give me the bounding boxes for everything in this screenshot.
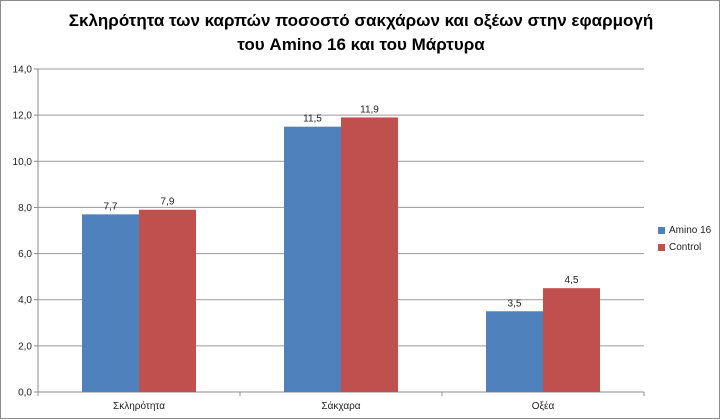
legend-item-amino: Amino 16	[658, 222, 711, 239]
y-tick-label: 10,0	[13, 157, 33, 168]
y-tick-label: 14,0	[13, 65, 33, 76]
data-label: 4,5	[565, 275, 579, 286]
legend-swatch-control	[658, 244, 665, 251]
chart-legend: Amino 16 Control	[658, 222, 711, 256]
chart-title-line-2: του Amino 16 και του Μάρτυρα	[237, 35, 485, 54]
y-tick-label: 12,0	[13, 111, 33, 122]
bar	[82, 214, 139, 392]
chart-title-line-1: Σκληρότητα των καρπών ποσοστό σακχάρων κ…	[68, 11, 654, 30]
x-tick-label: Σάκχαρα	[321, 400, 360, 412]
data-label: 7,9	[161, 197, 175, 208]
legend-item-control: Control	[658, 239, 711, 256]
legend-swatch-amino	[658, 227, 665, 234]
data-label: 7,7	[104, 201, 118, 212]
bar	[284, 126, 341, 392]
y-tick-label: 6,0	[18, 249, 32, 260]
legend-label-amino: Amino 16	[669, 225, 712, 236]
bar	[486, 311, 543, 392]
chart-title: Σκληρότητα των καρπών ποσοστό σακχάρων κ…	[21, 9, 701, 57]
bar	[139, 209, 196, 392]
data-label: 11,5	[303, 114, 322, 125]
x-tick-label: Οξέα	[532, 400, 555, 412]
bar	[543, 288, 600, 392]
legend-label-control: Control	[669, 242, 702, 253]
y-tick-label: 4,0	[18, 295, 32, 306]
y-tick-label: 2,0	[18, 341, 32, 352]
data-label: 11,9	[360, 104, 379, 115]
y-tick-label: 0,0	[18, 388, 32, 399]
y-tick-label: 8,0	[18, 203, 32, 214]
bar	[341, 117, 398, 392]
data-label: 3,5	[508, 298, 522, 309]
x-tick-label: Σκληρότητα	[113, 400, 165, 412]
